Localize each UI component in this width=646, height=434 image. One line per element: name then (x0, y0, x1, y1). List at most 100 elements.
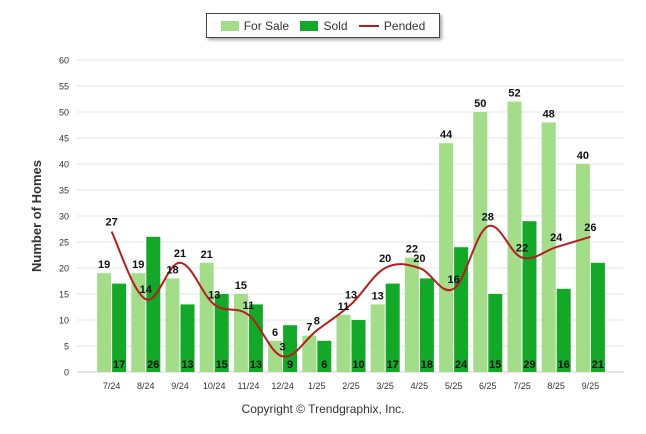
legend: For Sale Sold Pended (206, 13, 440, 38)
y-tick-label: 45 (59, 134, 69, 144)
pended-value-label: 20 (379, 253, 391, 265)
sold-value-label: 29 (523, 359, 535, 371)
x-tick-label: 11/24 (237, 381, 259, 391)
bar-sold[interactable] (419, 278, 434, 372)
sold-value-label: 21 (592, 359, 604, 371)
x-tick-label: 8/25 (547, 381, 565, 391)
pended-value-label: 21 (174, 248, 186, 260)
bar-for-sale[interactable] (541, 122, 556, 373)
x-tick-label: 3/25 (376, 381, 394, 391)
bar-for-sale[interactable] (370, 304, 385, 372)
sold-value-label: 24 (455, 359, 468, 371)
bar-sold[interactable] (590, 262, 605, 372)
bar-for-sale[interactable] (199, 262, 214, 372)
x-tick-label: 9/25 (582, 381, 600, 391)
for-sale-value-label: 22 (406, 244, 418, 256)
pended-value-label: 8 (314, 315, 320, 327)
pended-value-label: 28 (482, 211, 494, 223)
y-tick-label: 40 (59, 160, 69, 170)
y-tick-label: 0 (64, 368, 69, 378)
bar-sold[interactable] (385, 283, 400, 372)
for-sale-value-label: 19 (132, 259, 144, 271)
for-sale-value-label: 21 (201, 249, 213, 261)
bar-sold[interactable] (146, 236, 161, 372)
pended-line-layer (110, 224, 591, 358)
y-tick-label: 5 (64, 342, 69, 352)
y-tick-label: 50 (59, 108, 69, 118)
sold-value-label: 17 (387, 359, 399, 371)
for-sale-value-label: 18 (166, 264, 178, 276)
pended-value-label: 26 (584, 222, 596, 234)
pended-value-label: 13 (208, 289, 220, 301)
bar-for-sale[interactable] (439, 143, 454, 372)
x-tick-label: 5/25 (445, 381, 463, 391)
bar-for-sale[interactable] (302, 335, 317, 372)
x-tick-label: 1/25 (308, 381, 326, 391)
pended-value-label: 20 (413, 253, 425, 265)
bar-for-sale[interactable] (336, 314, 351, 372)
for-sale-value-label: 44 (440, 129, 453, 141)
pended-value-label: 11 (243, 300, 255, 312)
pended-line-swatch-icon (358, 24, 379, 27)
legend-label-pended: Pended (383, 18, 426, 33)
bar-sold[interactable] (180, 304, 195, 372)
bar-sold[interactable] (351, 320, 366, 372)
y-tick-label: 20 (59, 264, 69, 274)
pended-value-label: 27 (105, 217, 117, 229)
bar-for-sale[interactable] (97, 273, 112, 372)
pended-value-label: 3 (280, 341, 286, 353)
pended-value-label: 24 (550, 232, 563, 244)
copyright-text: Copyright © Trendgraphix, Inc. (241, 402, 405, 416)
pended-value-label: 22 (516, 243, 528, 255)
for-sale-value-label: 40 (577, 150, 589, 162)
legend-item-sold[interactable]: Sold (300, 19, 348, 33)
for-sale-value-label: 52 (508, 88, 520, 100)
bar-sold[interactable] (214, 294, 229, 372)
for-sale-value-label: 13 (372, 290, 384, 302)
x-axis-ticks: 7/24 8/24 9/24 10/24 11/24 12/24 1/25 2/25 3/25 4… (103, 381, 599, 391)
bar-sold[interactable] (283, 325, 298, 372)
bar-for-sale[interactable] (507, 101, 522, 372)
bar-sold[interactable] (488, 294, 503, 372)
bar-sold[interactable] (112, 283, 127, 372)
bar-for-sale[interactable] (575, 164, 590, 372)
sold-value-label: 26 (147, 359, 159, 371)
y-tick-label: 30 (59, 212, 69, 222)
sold-value-label: 15 (216, 359, 228, 371)
x-tick-label: 2/25 (342, 381, 360, 391)
y-tick-label: 60 (59, 56, 69, 66)
legend-label-for-sale: For Sale (243, 18, 290, 33)
x-tick-label: 4/25 (411, 381, 429, 391)
y-tick-label: 55 (59, 82, 69, 92)
for-sale-swatch-icon (220, 20, 239, 31)
sold-value-label: 17 (113, 359, 125, 371)
x-tick-label: 7/24 (103, 381, 121, 391)
pended-value-label: 13 (345, 289, 357, 301)
for-sale-value-label: 50 (474, 98, 486, 110)
bar-for-sale[interactable] (165, 278, 180, 372)
x-tick-label: 8/24 (137, 381, 155, 391)
bar-sold[interactable] (556, 288, 571, 372)
sold-value-label: 10 (352, 359, 364, 371)
y-tick-label: 25 (59, 238, 69, 248)
x-tick-label: 7/25 (513, 381, 531, 391)
sold-value-label: 15 (489, 359, 501, 371)
bar-for-sale[interactable] (131, 273, 146, 372)
pended-line[interactable] (110, 224, 591, 358)
bar-for-sale[interactable] (404, 257, 419, 372)
for-sale-value-label: 19 (98, 259, 110, 271)
bars (97, 101, 605, 373)
sold-value-label: 9 (287, 359, 293, 371)
bar-sold[interactable] (317, 340, 332, 372)
y-axis-ticks: 0 5 10 15 20 25 30 35 40 45 50 55 60 (59, 56, 69, 378)
y-tick-label: 10 (59, 316, 69, 326)
bar-sold[interactable] (248, 304, 263, 372)
legend-item-for-sale[interactable]: For Sale (220, 18, 290, 33)
bar-for-sale[interactable] (473, 112, 488, 372)
legend-item-pended[interactable]: Pended (358, 18, 426, 33)
bar-sold[interactable] (454, 247, 469, 372)
sold-value-label: 13 (250, 359, 262, 371)
sold-value-label: 18 (421, 359, 433, 371)
for-sale-value-label: 6 (272, 327, 278, 339)
